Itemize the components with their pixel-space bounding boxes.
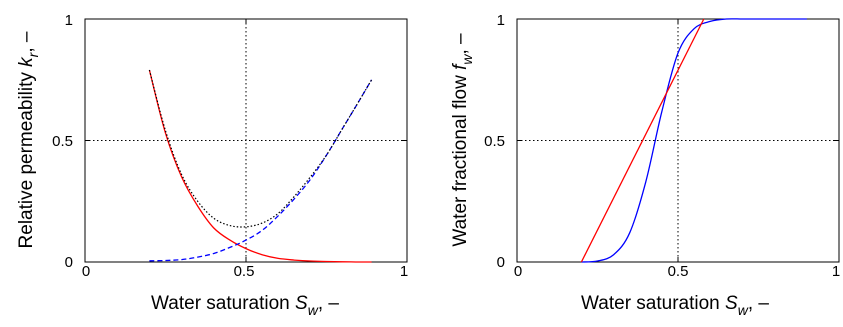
series-line-1 xyxy=(149,80,371,261)
x-tick-label-1: 0.5 xyxy=(668,263,689,280)
x-axis-label-text: Water saturation xyxy=(581,293,725,314)
y-tick-label-0: 0 xyxy=(497,254,505,271)
series-group xyxy=(149,70,371,262)
x-tick-label-2: 1 xyxy=(832,263,840,280)
fractional-flow-chart: 0 0.5 1 0 0.5 1 Water saturation Sw, – W… xyxy=(450,12,840,318)
x-tick-label-0: 0 xyxy=(82,263,90,280)
series-line-0 xyxy=(149,70,371,262)
x-axis-label-unit: , – xyxy=(748,293,770,314)
x-tick-label-2: 1 xyxy=(400,263,408,280)
y-axis-label-text: Relative permeability xyxy=(16,67,37,249)
x-axis-label: Water saturation Sw, – xyxy=(581,293,769,318)
x-axis-label-symbol: S xyxy=(725,293,738,314)
x-tick-label-0: 0 xyxy=(514,263,522,280)
series-line-2 xyxy=(149,70,371,227)
y-tick-label-2: 1 xyxy=(65,12,73,29)
y-axis-label-unit: , – xyxy=(16,31,37,53)
y-axis-label: Water fractional flow fw, – xyxy=(450,33,475,247)
y-tick-label-2: 1 xyxy=(497,12,505,29)
y-axis-label: Relative permeability kr, – xyxy=(16,31,41,248)
y-axis-label-unit: , – xyxy=(450,33,471,55)
relative-permeability-chart: 0 0.5 1 0 0.5 1 Water saturation Sw, – R… xyxy=(16,12,408,318)
x-tick-label-1: 0.5 xyxy=(234,263,255,280)
y-axis-label-text: Water fractional flow xyxy=(450,70,471,247)
y-tick-label-1: 0.5 xyxy=(52,133,73,150)
grid-lines xyxy=(85,19,407,262)
x-axis-label: Water saturation Sw, – xyxy=(151,293,339,318)
y-tick-label-1: 0.5 xyxy=(484,133,505,150)
grid-lines xyxy=(517,19,839,262)
x-axis-label-symbol: S xyxy=(295,293,308,314)
y-tick-label-0: 0 xyxy=(65,254,73,271)
x-axis-label-text: Water saturation xyxy=(151,293,295,314)
x-axis-label-unit: , – xyxy=(318,293,340,314)
